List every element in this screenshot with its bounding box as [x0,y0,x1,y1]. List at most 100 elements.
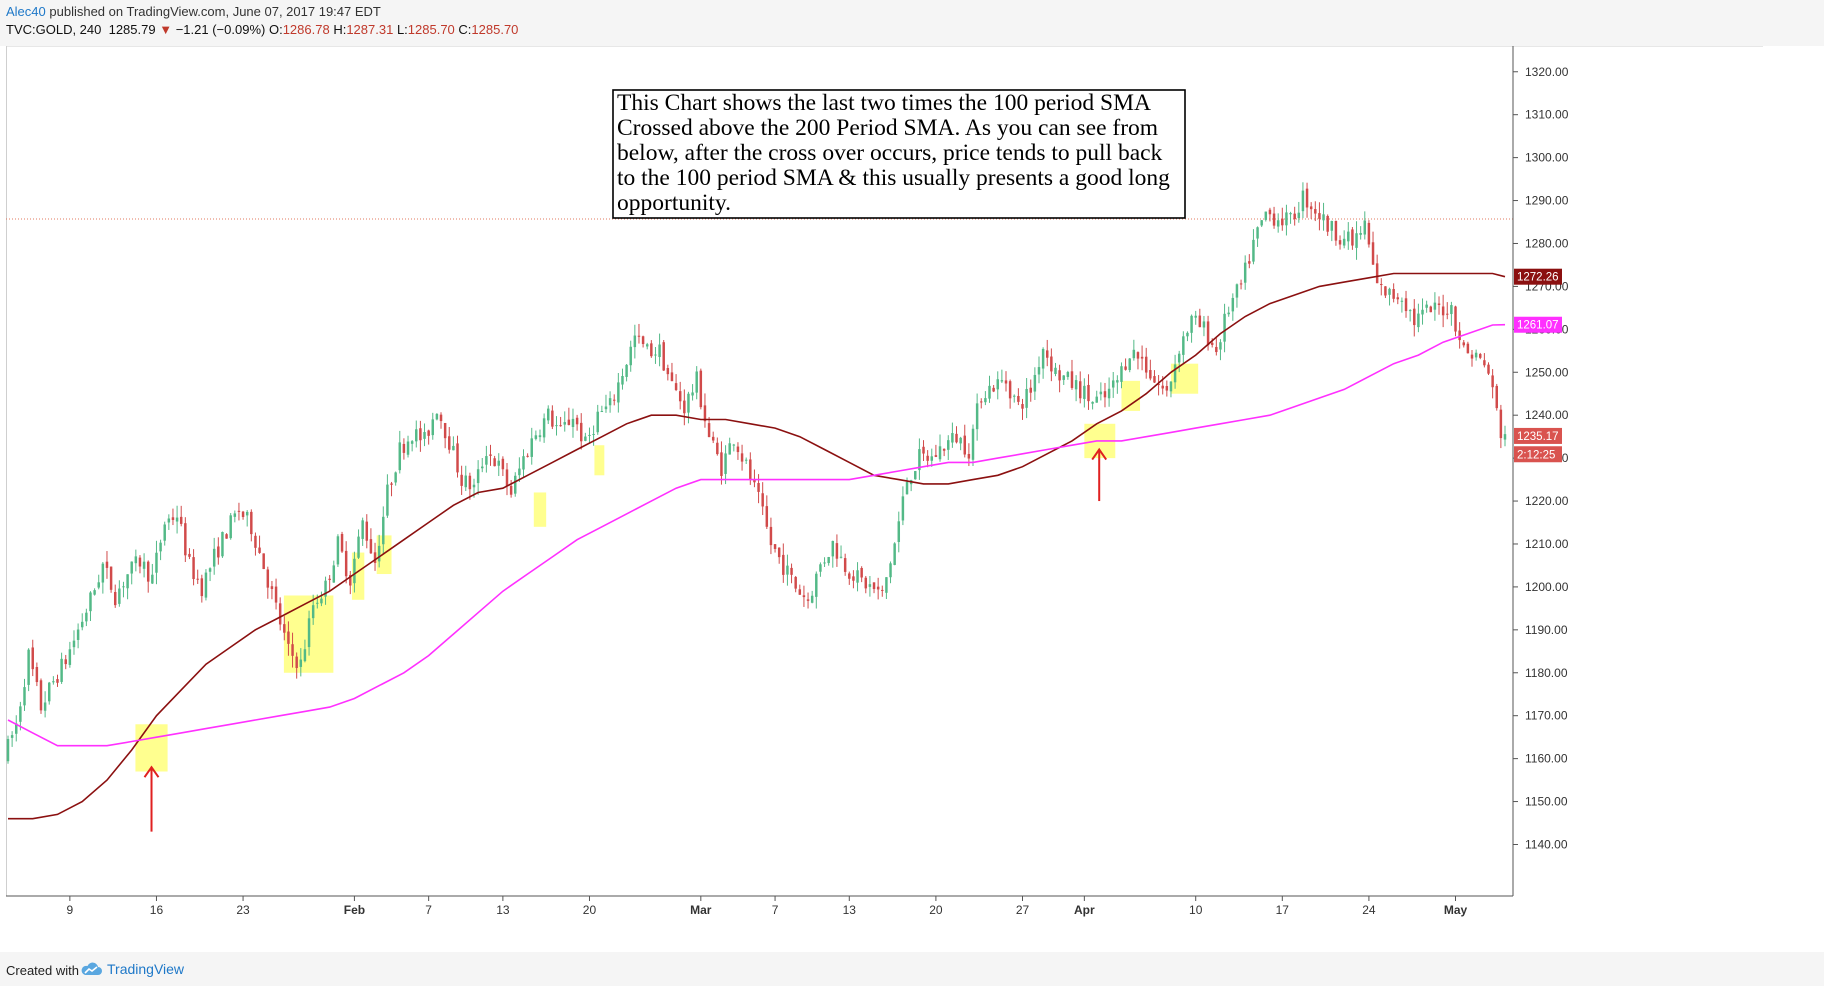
candle-up [48,682,51,702]
candle-down [1462,342,1465,346]
candle-down [390,483,393,485]
candle-down [666,368,670,375]
created-with-text: Created with [6,963,79,978]
candle-down [1371,242,1375,265]
candle-down [1309,206,1313,210]
symbol-line: TVC:GOLD, 240 1285.79 [6,22,156,37]
candle-down [843,558,847,572]
candle-up [1128,358,1131,371]
candle-down [105,561,109,568]
price-chart[interactable]: This Chart shows the last two times the … [6,45,1763,932]
candle-up [208,568,212,572]
candle-down [448,436,451,450]
y-tick-label: 1250.00 [1525,365,1569,379]
candle-down [1392,289,1395,299]
candle-down [1165,386,1169,391]
candle-down [443,422,447,439]
tradingview-logo[interactable]: TradingView [80,961,184,977]
candle-down [349,574,352,586]
chart-plot[interactable]: This Chart shows the last two times the … [6,45,1763,932]
candle-down [262,553,265,570]
up-arrow-head [1091,447,1108,461]
candle-up [1182,336,1185,355]
candle-up [212,548,216,567]
candle-up [1169,381,1173,392]
candle-up [1025,388,1028,408]
candle-up [1083,385,1086,399]
candle-down [501,458,505,470]
candle-up [893,543,896,565]
x-tick-label: 27 [1016,903,1030,917]
candle-up [1256,227,1259,239]
y-tick-label: 1190.00 [1525,623,1568,637]
price-label-bg [1514,446,1562,463]
candle-up [1289,213,1292,215]
candle-up [1252,239,1255,262]
candle-up [307,618,311,648]
candle-down [192,557,195,580]
candle-up [588,434,591,436]
candle-up [386,484,389,516]
price-label-bg [1514,268,1562,285]
y-tick-label: 1160.00 [1525,752,1568,766]
y-tick-label: 1280.00 [1525,236,1569,250]
candle-down [460,474,463,486]
price-label-text: 1235.17 [1517,431,1559,443]
candle-down [650,343,653,357]
candle-up [122,586,125,588]
candle-down [225,534,228,539]
candle-up [472,484,476,488]
candle-down [254,535,257,548]
open-value: 1286.78 [282,22,330,37]
cloud-icon [81,962,102,975]
candle-down [266,569,270,588]
publish-text: published on TradingView.com, June 07, 2… [49,4,381,19]
candle-down [505,469,509,487]
candle-down [1380,284,1383,286]
candle-down [1103,391,1107,398]
candle-down [1334,220,1338,241]
change-arrow-icon: ▼ [159,22,173,37]
candle-up [1095,396,1098,403]
candle-up [126,574,129,589]
candle-up [930,456,934,461]
candle-down [757,483,760,492]
candle-down [798,589,802,595]
candle-up [996,379,999,390]
candle-up [60,658,63,682]
candle-down [1161,385,1164,389]
candle-down [1157,383,1160,386]
candle-up [423,432,426,439]
candle-down [109,566,113,590]
candle-up [476,469,480,484]
x-tick-label: 10 [1189,903,1203,917]
candle-up [1450,305,1453,315]
candle-down [200,578,204,597]
candle-up [514,475,517,494]
candle-down [1404,298,1408,312]
candle-up [889,563,892,578]
candle-down [1429,306,1433,313]
candle-up [221,531,224,557]
candle-down [761,493,764,507]
candle-down [992,387,995,392]
candle-up [1033,374,1037,392]
candle-down [419,428,422,441]
up-arrow-head [143,765,160,778]
candle-down [287,631,290,644]
candle-down [1087,384,1090,402]
author-link[interactable]: Alec40 [6,4,46,19]
candle-down [876,586,880,590]
candle-down [1367,222,1371,245]
price-label-bg [1514,427,1562,444]
candle-down [637,335,641,337]
candle-up [1173,364,1177,383]
y-tick-label: 1300.00 [1525,151,1569,165]
x-tick-label: 7 [772,903,779,917]
candle-up [856,570,859,583]
x-tick-label: 17 [1276,903,1290,917]
candle-down [934,455,938,457]
y-tick-label: 1180.00 [1525,666,1568,680]
candle-up [1066,372,1070,377]
candle-up [744,459,748,461]
